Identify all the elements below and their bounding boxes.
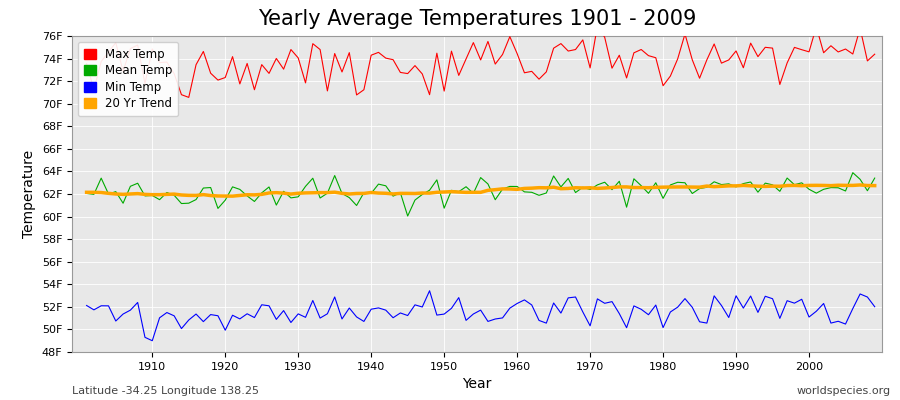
Legend: Max Temp, Mean Temp, Min Temp, 20 Yr Trend: Max Temp, Mean Temp, Min Temp, 20 Yr Tre… [78, 42, 178, 116]
Y-axis label: Temperature: Temperature [22, 150, 36, 238]
Text: worldspecies.org: worldspecies.org [796, 386, 891, 396]
Title: Yearly Average Temperatures 1901 - 2009: Yearly Average Temperatures 1901 - 2009 [257, 9, 697, 29]
X-axis label: Year: Year [463, 377, 491, 391]
Text: Latitude -34.25 Longitude 138.25: Latitude -34.25 Longitude 138.25 [72, 386, 259, 396]
